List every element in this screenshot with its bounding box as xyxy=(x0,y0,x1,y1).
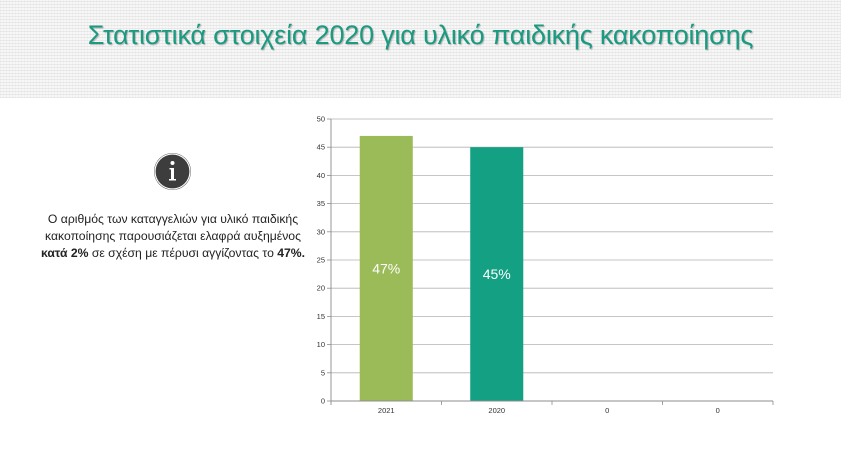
y-axis-ticks: 0 5 10 15 20 25 30 35 40 45 50 xyxy=(317,115,331,406)
y-tick-label: 20 xyxy=(317,284,325,293)
bar-data-label: 45% xyxy=(483,266,511,282)
bar-data-label: 47% xyxy=(372,260,400,276)
y-tick-label: 0 xyxy=(321,397,325,406)
y-tick-label: 15 xyxy=(317,312,325,321)
x-tick-label: 0 xyxy=(605,406,609,415)
info-text: Ο αριθμός των καταγγελιών για υλικό παιδ… xyxy=(40,211,306,262)
x-tick-label: 2020 xyxy=(488,406,505,415)
info-text-bold-percent: 47%. xyxy=(277,246,306,260)
info-text-part1: Ο αριθμός των καταγγελιών για υλικό παιδ… xyxy=(45,212,301,243)
y-tick-label: 45 xyxy=(317,143,325,152)
bar-2020 xyxy=(470,147,524,401)
y-tick-label: 25 xyxy=(317,256,325,265)
bar-chart: 0 5 10 15 20 25 30 35 40 45 50 47% 45% 2021 2020 0 0 xyxy=(317,115,774,415)
header-band xyxy=(0,0,841,98)
x-axis-ticks: 2021 2020 0 0 xyxy=(378,401,774,415)
y-tick-label: 35 xyxy=(317,199,325,208)
x-tick-label: 0 xyxy=(716,406,720,415)
chart-axes xyxy=(330,119,773,405)
info-icon xyxy=(154,153,191,190)
page-title: Στατιστικά στοιχεία 2020 για υλικό παιδι… xyxy=(87,20,754,50)
bar-2021 xyxy=(359,135,413,402)
y-tick-label: 30 xyxy=(317,227,325,236)
x-tick-label: 2021 xyxy=(378,406,395,415)
y-tick-label: 5 xyxy=(321,368,325,377)
y-tick-label: 10 xyxy=(317,340,325,349)
chart-bars: 47% 45% xyxy=(359,135,524,402)
info-text-bold-increase: κατά 2% xyxy=(40,246,89,260)
y-tick-label: 50 xyxy=(317,115,325,124)
y-tick-label: 40 xyxy=(317,171,325,180)
info-text-part2: σε σχέση με πέρυσι αγγίζοντας το xyxy=(88,246,278,260)
